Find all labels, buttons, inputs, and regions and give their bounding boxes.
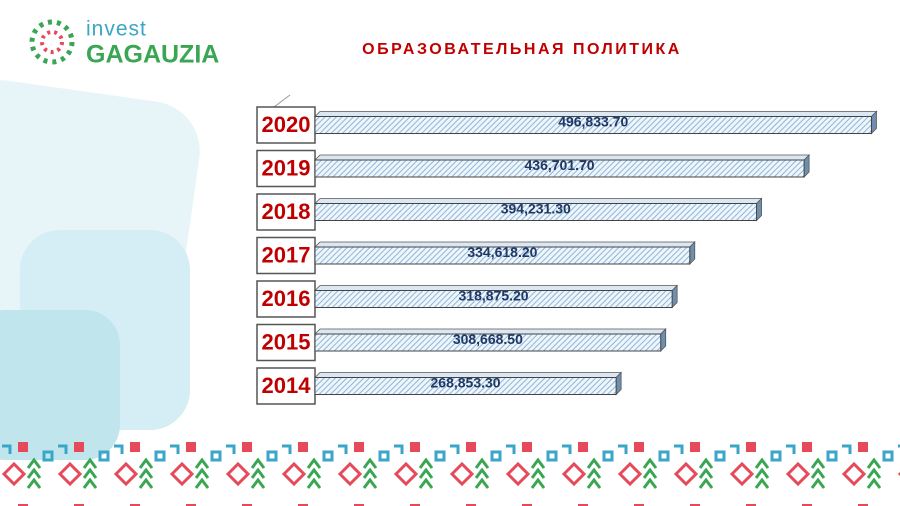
y-tick-label: 2020 [262,112,311,137]
bar [314,246,691,265]
value-label: 496,833.70 [558,114,628,130]
bar [314,116,872,134]
y-tick-label: 2015 [262,329,311,354]
bar [314,333,662,352]
category-box [256,323,316,362]
bar [314,159,805,178]
category-box [256,193,316,231]
value-label: 394,231.30 [501,201,571,217]
bar [314,377,617,395]
category-box [256,106,316,144]
logo-text: GAGAUZIA [86,41,219,69]
y-tick-label: 2017 [262,242,311,267]
y-tick-label: 2018 [262,199,311,224]
y-tick-label: 2014 [262,373,312,398]
y-tick-label: 2019 [262,155,311,180]
bar [314,290,673,308]
value-label: 308,668.50 [453,331,523,347]
bar [314,203,758,221]
category-box [256,367,316,405]
value-label: 268,853.30 [431,375,501,391]
value-label: 318,875.20 [459,288,529,304]
y-tick-label: 2016 [262,286,311,311]
logo: invest GAGAUZIA [29,18,219,69]
category-box [256,280,316,318]
value-label: 436,701.70 [525,157,595,173]
logo-text: invest [86,18,147,41]
background-shapes [0,80,200,460]
value-label: 334,618.20 [467,244,537,260]
ornament [0,432,900,506]
chart-title: ОБРАЗОВАТЕЛЬНАЯ ПОЛИТИКА [362,41,682,58]
